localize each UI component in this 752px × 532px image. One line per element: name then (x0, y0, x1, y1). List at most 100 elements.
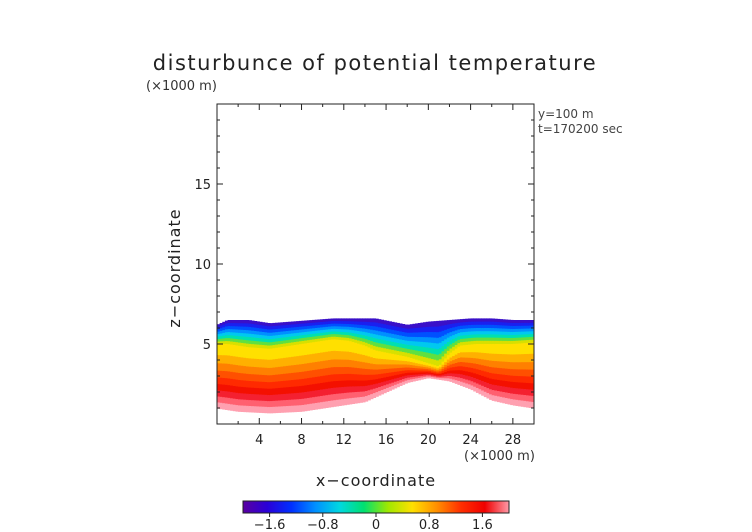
field-cell (483, 386, 488, 393)
field-cell (383, 385, 387, 390)
field-cell (349, 351, 353, 361)
field-cell (346, 321, 350, 325)
field-cell (320, 327, 324, 331)
field-cell (404, 340, 408, 346)
field-cell (473, 321, 477, 326)
field-cell (285, 373, 289, 382)
field-cell (415, 346, 419, 352)
field-cell (489, 389, 493, 395)
field-cell (224, 335, 229, 339)
field-cell (232, 345, 237, 357)
field-cell (504, 392, 509, 399)
field-cell (481, 328, 485, 332)
field-cell (497, 318, 501, 323)
field-cell (301, 323, 305, 328)
field-cell (362, 328, 366, 333)
field-cell (259, 406, 263, 413)
field-cell (380, 327, 385, 333)
field-cell (378, 382, 382, 388)
field-cell (367, 336, 371, 341)
field-cell (486, 340, 490, 345)
field-cell (504, 368, 509, 376)
field-cell (423, 357, 427, 363)
field-cell (481, 365, 485, 372)
field-cell (293, 364, 297, 374)
field-cell (436, 375, 440, 378)
field-cell (520, 340, 525, 344)
field-cell (404, 328, 408, 334)
field-cell (433, 326, 437, 333)
field-cell (333, 326, 337, 330)
field-cell (391, 345, 395, 351)
field-cell (446, 373, 451, 377)
field-cell (415, 359, 419, 364)
field-cell (238, 372, 242, 381)
field-cell (446, 365, 451, 370)
field-cell (327, 339, 332, 352)
field-cell (293, 386, 297, 394)
field-cell (312, 331, 316, 335)
field-cell (217, 341, 221, 345)
field-cell (322, 389, 326, 397)
field-cell (409, 336, 414, 342)
field-cell (238, 339, 242, 344)
field-cell (375, 379, 379, 385)
field-cell (246, 373, 250, 382)
field-cell (528, 383, 532, 391)
field-cell (391, 329, 395, 335)
field-cell (224, 397, 229, 405)
field-cell (370, 333, 374, 338)
field-cell (240, 333, 245, 337)
field-cell (512, 382, 517, 389)
field-cell (475, 383, 480, 389)
field-cell (354, 386, 358, 393)
field-cell (327, 374, 332, 383)
field-cell (412, 367, 416, 371)
field-cell (454, 354, 458, 360)
field-cell (446, 368, 451, 372)
field-cell (306, 320, 311, 324)
field-cell (298, 341, 303, 345)
x-tick-label: 20 (420, 433, 437, 448)
field-cell (370, 357, 374, 365)
field-cell (235, 399, 239, 406)
field-cell (232, 372, 237, 380)
field-cell (526, 362, 530, 371)
field-cell (494, 340, 498, 345)
field-cell (375, 374, 379, 380)
field-cell (393, 384, 398, 389)
field-cell (425, 321, 429, 328)
field-cell (396, 360, 400, 366)
field-cell (341, 340, 345, 352)
field-cell (528, 328, 532, 332)
field-cell (497, 374, 501, 381)
field-cell (219, 370, 223, 379)
field-cell (219, 323, 223, 327)
field-cell (283, 400, 287, 407)
field-cell (235, 386, 239, 394)
field-cell (341, 387, 345, 394)
field-cell (383, 320, 387, 325)
field-cell (357, 321, 361, 326)
field-cell (298, 344, 303, 357)
field-cell (320, 341, 324, 354)
field-cell (486, 382, 490, 389)
field-cell (407, 364, 411, 369)
field-cell (304, 340, 308, 344)
field-cell (322, 332, 326, 336)
field-cell (362, 386, 366, 393)
field-cell (290, 333, 295, 338)
field-cell (388, 329, 392, 334)
field-cell (473, 337, 477, 342)
field-cell (499, 374, 503, 381)
field-cell (230, 344, 234, 357)
field-cell (383, 359, 387, 365)
field-cell (243, 343, 247, 348)
field-cell (507, 328, 511, 333)
field-cell (528, 353, 532, 363)
field-cell (441, 378, 445, 381)
field-cell (523, 369, 527, 377)
field-cell (452, 360, 456, 365)
field-cell (441, 341, 445, 347)
field-cell (222, 363, 226, 372)
